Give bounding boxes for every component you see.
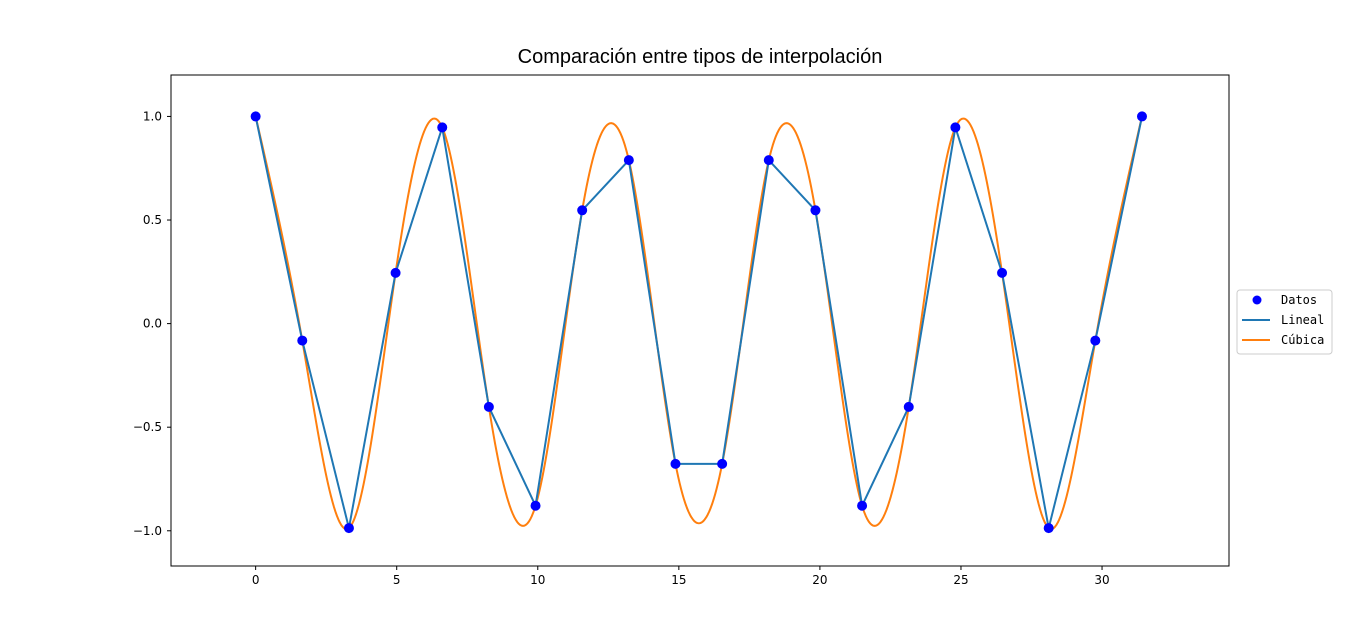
data-point	[717, 458, 728, 469]
data-point	[1090, 335, 1101, 346]
data-point	[763, 155, 774, 166]
data-point	[250, 111, 261, 122]
data-point	[950, 122, 961, 133]
data-point	[1043, 523, 1054, 534]
data-point	[390, 267, 401, 278]
data-point	[297, 335, 308, 346]
y-tick-label: 0.5	[143, 213, 162, 227]
series-layer	[250, 111, 1147, 534]
data-point	[437, 122, 448, 133]
y-tick-label: 0.0	[143, 317, 162, 331]
legend: Datos Lineal Cúbica	[1236, 289, 1333, 355]
data-point	[903, 401, 914, 412]
legend-marker-0	[1252, 295, 1262, 305]
data-point	[343, 523, 354, 534]
data-point	[857, 500, 868, 511]
x-tick-label: 5	[393, 573, 401, 587]
x-tick-label: 30	[1094, 573, 1109, 587]
legend-label: Lineal	[1281, 313, 1324, 327]
x-tick-label: 25	[953, 573, 968, 587]
x-tick-label: 20	[812, 573, 827, 587]
data-point	[623, 155, 634, 166]
plot-area	[170, 74, 1230, 567]
legend-box	[1236, 289, 1333, 355]
data-point	[997, 267, 1008, 278]
series-line-lineal	[254, 116, 1143, 530]
data-point	[1136, 111, 1147, 122]
legend-label: Datos	[1281, 293, 1317, 307]
data-point	[530, 500, 541, 511]
data-point	[670, 458, 681, 469]
x-tick-label: 10	[530, 573, 545, 587]
x-tick-label: 0	[252, 573, 260, 587]
x-axis: 0 5 10 15 20 25 30	[252, 566, 1110, 587]
data-point	[577, 205, 588, 216]
chart-title: Comparación entre tipos de interpolación	[518, 46, 883, 68]
legend-label: Cúbica	[1281, 333, 1324, 347]
series-line-cubica	[254, 116, 1143, 531]
data-point	[483, 401, 494, 412]
data-point	[810, 205, 821, 216]
y-tick-label: −0.5	[133, 420, 162, 434]
y-tick-label: 1.0	[143, 109, 162, 123]
y-tick-label: −1.0	[133, 524, 162, 538]
x-tick-label: 15	[671, 573, 686, 587]
y-axis: −1.0 −0.5 0.0 0.5 1.0	[133, 109, 171, 538]
